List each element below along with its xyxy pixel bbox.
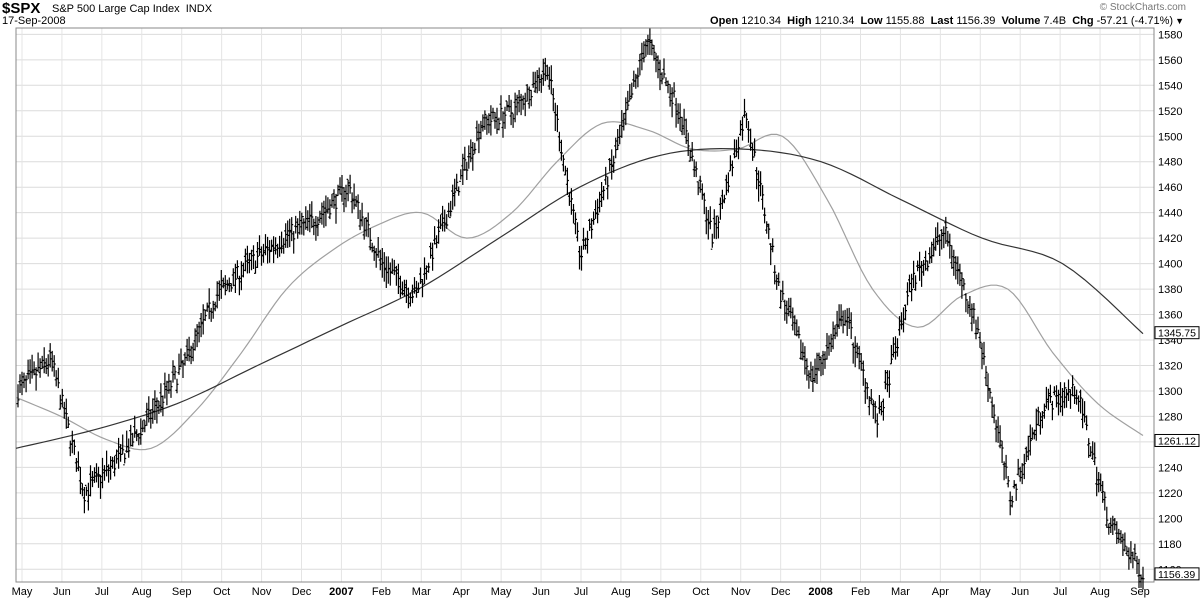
x-tick-label: Jun (1011, 586, 1029, 598)
x-tick-label: Nov (731, 586, 751, 598)
security-name: S&P 500 Large Cap Index INDX (52, 3, 212, 15)
volume-label: Volume (1001, 15, 1041, 27)
high-label: High (787, 15, 812, 27)
y-tick-label: 1540 (1158, 80, 1182, 92)
change-value: -57.21 (-4.71%) (1096, 15, 1174, 27)
x-tick-label: Mar (891, 586, 910, 598)
exchange-label: INDX (185, 3, 213, 15)
y-tick-label: 1400 (1158, 259, 1182, 271)
stockcharts-watermark: © StockCharts.com (1099, 2, 1186, 13)
x-tick-label: Mar (412, 586, 431, 598)
x-tick-label: Dec (771, 586, 791, 598)
price-stats: Open 1210.34 High 1210.34 Low 1155.88 La… (710, 15, 1184, 27)
x-tick-label: Sep (651, 586, 671, 598)
y-tick-label: 1240 (1158, 462, 1182, 474)
y-tick-label: 1560 (1158, 55, 1182, 67)
x-tick-label: May (491, 586, 512, 598)
y-tick-label: 1300 (1158, 386, 1182, 398)
value-badge-text: 1345.75 (1158, 328, 1196, 340)
high-value: 1210.34 (814, 15, 855, 27)
price-bars (16, 28, 1145, 590)
x-tick-label: Dec (292, 586, 312, 598)
value-badge (1154, 433, 1200, 447)
short-moving-average-line (15, 121, 1144, 451)
y-tick-label: 1320 (1158, 360, 1182, 372)
y-tick-label: 1440 (1158, 208, 1182, 220)
y-tick-label: 1200 (1158, 513, 1182, 525)
y-tick-label: 1380 (1158, 284, 1182, 296)
y-tick-label: 1460 (1158, 182, 1182, 194)
x-tick-label: Aug (611, 586, 631, 598)
x-tick-label: Jun (53, 586, 71, 598)
x-tick-label: Feb (372, 586, 391, 598)
last-value: 1156.39 (956, 15, 996, 27)
plot-frame (15, 27, 1155, 583)
y-tick-label: 1180 (1158, 539, 1182, 551)
x-tick-label: Oct (213, 586, 230, 598)
change-label: Chg (1072, 15, 1094, 27)
security-name-text: S&P 500 Large Cap Index (52, 3, 180, 15)
last-label: Last (930, 15, 954, 27)
x-tick-label: Nov (252, 586, 272, 598)
open-value: 1210.34 (741, 15, 781, 27)
y-tick-label: 1280 (1158, 411, 1182, 423)
y-tick-label: 1580 (1158, 29, 1182, 41)
x-tick-label: Feb (851, 586, 870, 598)
volume-value: 7.4B (1043, 15, 1067, 27)
x-tick-label: 2008 (808, 586, 832, 598)
x-tick-label: Oct (692, 586, 709, 598)
open-label: Open (710, 15, 739, 27)
y-tick-label: 1220 (1158, 488, 1182, 500)
long-moving-average-line (15, 147, 1144, 449)
x-tick-label: Aug (132, 586, 152, 598)
x-tick-label: Apr (453, 586, 470, 598)
x-tick-label: Jul (1053, 586, 1067, 598)
x-tick-label: May (12, 586, 33, 598)
y-tick-label: 1360 (1158, 310, 1182, 322)
x-tick-label: Jul (574, 586, 588, 598)
x-tick-label: Sep (172, 586, 192, 598)
x-tick-label: May (970, 586, 991, 598)
value-badge (1154, 567, 1200, 581)
y-tick-label: 1420 (1158, 233, 1182, 245)
y-tick-label: 1520 (1158, 106, 1182, 118)
x-tick-label: Jun (532, 586, 550, 598)
y-tick-label: 1480 (1158, 157, 1182, 169)
dropdown-triangle-icon[interactable]: ▼ (1175, 16, 1184, 26)
y-tick-label: 1500 (1158, 131, 1182, 143)
chart-header: $SPX S&P 500 Large Cap Index INDX © Stoc… (0, 0, 1200, 28)
low-label: Low (860, 15, 883, 27)
x-tick-label: Jul (95, 586, 109, 598)
x-tick-label: Aug (1090, 586, 1110, 598)
x-tick-label: Sep (1130, 586, 1150, 598)
low-value: 1155.88 (885, 15, 925, 27)
value-badge-text: 1156.39 (1158, 569, 1195, 581)
value-badge (1154, 326, 1200, 340)
ticker-symbol: $SPX (2, 0, 41, 17)
chart-date: 17-Sep-2008 (2, 15, 66, 27)
x-tick-label: 2007 (329, 586, 353, 598)
x-tick-label: Apr (932, 586, 949, 598)
value-badge-text: 1261.12 (1158, 435, 1196, 447)
